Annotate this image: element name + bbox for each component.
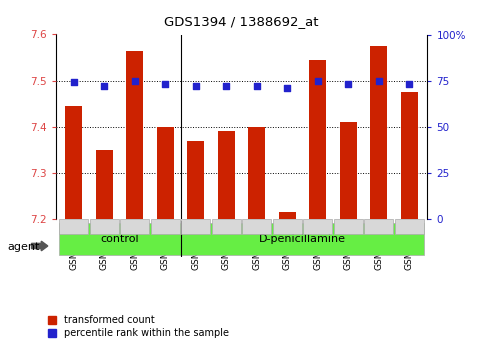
Legend: transformed count, percentile rank within the sample: transformed count, percentile rank withi…	[48, 315, 229, 338]
Text: agent: agent	[7, 242, 40, 252]
Bar	[127, 51, 143, 219]
FancyBboxPatch shape	[242, 219, 271, 235]
Point	[284, 85, 291, 91]
FancyBboxPatch shape	[181, 219, 211, 235]
Bar	[279, 212, 296, 219]
Point	[222, 83, 230, 89]
FancyBboxPatch shape	[90, 219, 119, 235]
Bar	[96, 150, 113, 219]
FancyBboxPatch shape	[58, 223, 181, 255]
Point	[161, 81, 169, 87]
FancyBboxPatch shape	[181, 223, 425, 255]
Bar	[248, 127, 265, 219]
FancyBboxPatch shape	[334, 219, 363, 235]
Point	[405, 81, 413, 87]
Point	[375, 78, 383, 83]
Point	[131, 78, 139, 83]
Point	[192, 83, 199, 89]
Text: D-penicillamine: D-penicillamine	[259, 234, 346, 244]
FancyBboxPatch shape	[151, 219, 180, 235]
FancyBboxPatch shape	[59, 219, 88, 235]
FancyBboxPatch shape	[303, 219, 332, 235]
FancyBboxPatch shape	[212, 219, 241, 235]
FancyBboxPatch shape	[120, 219, 149, 235]
Text: control: control	[100, 234, 139, 244]
FancyArrow shape	[31, 241, 48, 251]
Bar	[309, 60, 326, 219]
Point	[253, 83, 261, 89]
Bar	[340, 122, 356, 219]
FancyBboxPatch shape	[272, 219, 302, 235]
Text: GDS1394 / 1388692_at: GDS1394 / 1388692_at	[164, 16, 319, 29]
Bar	[187, 141, 204, 219]
Bar	[218, 131, 235, 219]
Bar	[370, 46, 387, 219]
FancyBboxPatch shape	[364, 219, 393, 235]
FancyBboxPatch shape	[395, 219, 424, 235]
Bar	[66, 106, 82, 219]
Bar	[401, 92, 417, 219]
Bar	[157, 127, 174, 219]
Point	[314, 78, 322, 83]
Point	[100, 83, 108, 89]
Point	[344, 81, 352, 87]
Point	[70, 80, 78, 85]
